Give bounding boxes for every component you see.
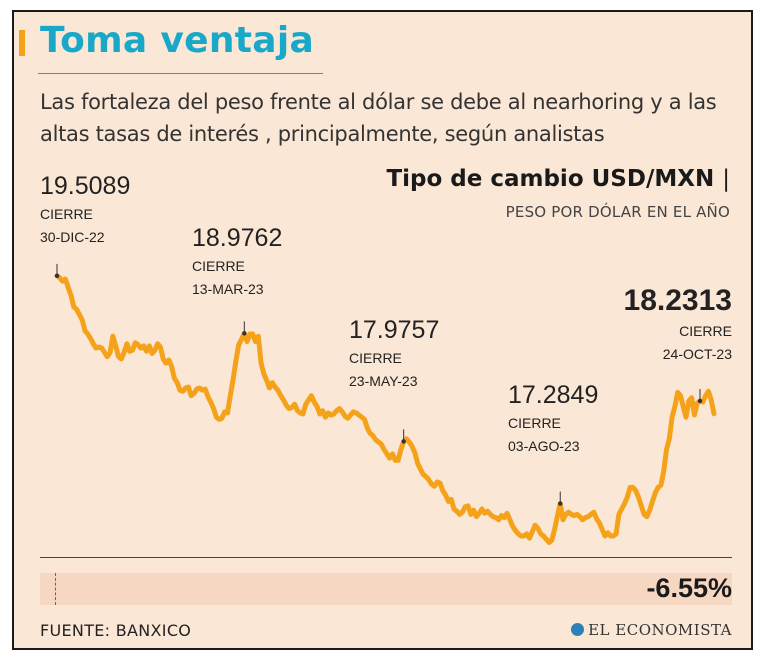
infographic-frame [12,10,753,650]
change-start-marker [55,573,56,605]
change-bar [40,573,732,605]
annotation-4: 17.2849 CIERRE 03-AGO-23 [508,381,599,454]
page-title: Toma ventaja [40,20,315,61]
annotation-date: 24-OCT-23 [662,346,732,362]
accent-bar [19,30,25,56]
annotation-point [242,331,247,336]
brand-name: EL ECONOMISTA [588,621,732,639]
title-underline [38,73,323,74]
brand-icon [571,623,585,636]
annotation-date: 23-MAY-23 [349,373,418,389]
annotation-label: CIERRE [192,258,245,274]
chart-subtitle: PESO POR DÓLAR EN EL AÑO [505,203,730,221]
chart-baseline [40,557,732,558]
chart-title-pipe: | [722,166,730,192]
annotation-label: CIERRE [349,350,402,366]
source-note: FUENTE: BANXICO [40,621,192,640]
annotation-1: 19.5089 CIERRE 30-DIC-22 [40,172,131,245]
annotation-2: 18.9762 CIERRE 13-MAR-23 [192,224,283,297]
annotation-point [697,398,703,404]
annotation-value: 18.9762 [192,224,283,252]
annotation-point [401,439,406,444]
annotation-5: 18.2313 CIERRE 24-OCT-23 [623,284,732,362]
chart-title: Tipo de cambio USD/MXN | [386,166,730,192]
annotation-value: 19.5089 [40,172,131,200]
annotation-3: 17.9757 CIERRE 23-MAY-23 [349,316,440,389]
series-line [54,273,717,545]
annotation-label: CIERRE [679,323,732,339]
annotation-value: 17.2849 [508,381,599,409]
annotation-date: 13-MAR-23 [192,281,264,297]
page-subtitle: Las fortaleza del peso frente al dólar s… [40,90,717,146]
annotation-label: CIERRE [508,415,561,431]
chart-title-text: Tipo de cambio USD/MXN [386,166,715,192]
brand-logo: EL ECONOMISTA [571,621,732,639]
annotation-value: 17.9757 [349,316,440,344]
annotation-date: 30-DIC-22 [40,229,105,245]
annotation-point [558,501,563,506]
annotation-label: CIERRE [40,206,93,222]
annotation-value: 18.2313 [623,284,732,317]
annotation-point [54,273,60,279]
annotation-date: 03-AGO-23 [508,438,580,454]
change-value: -6.55% [646,573,732,603]
